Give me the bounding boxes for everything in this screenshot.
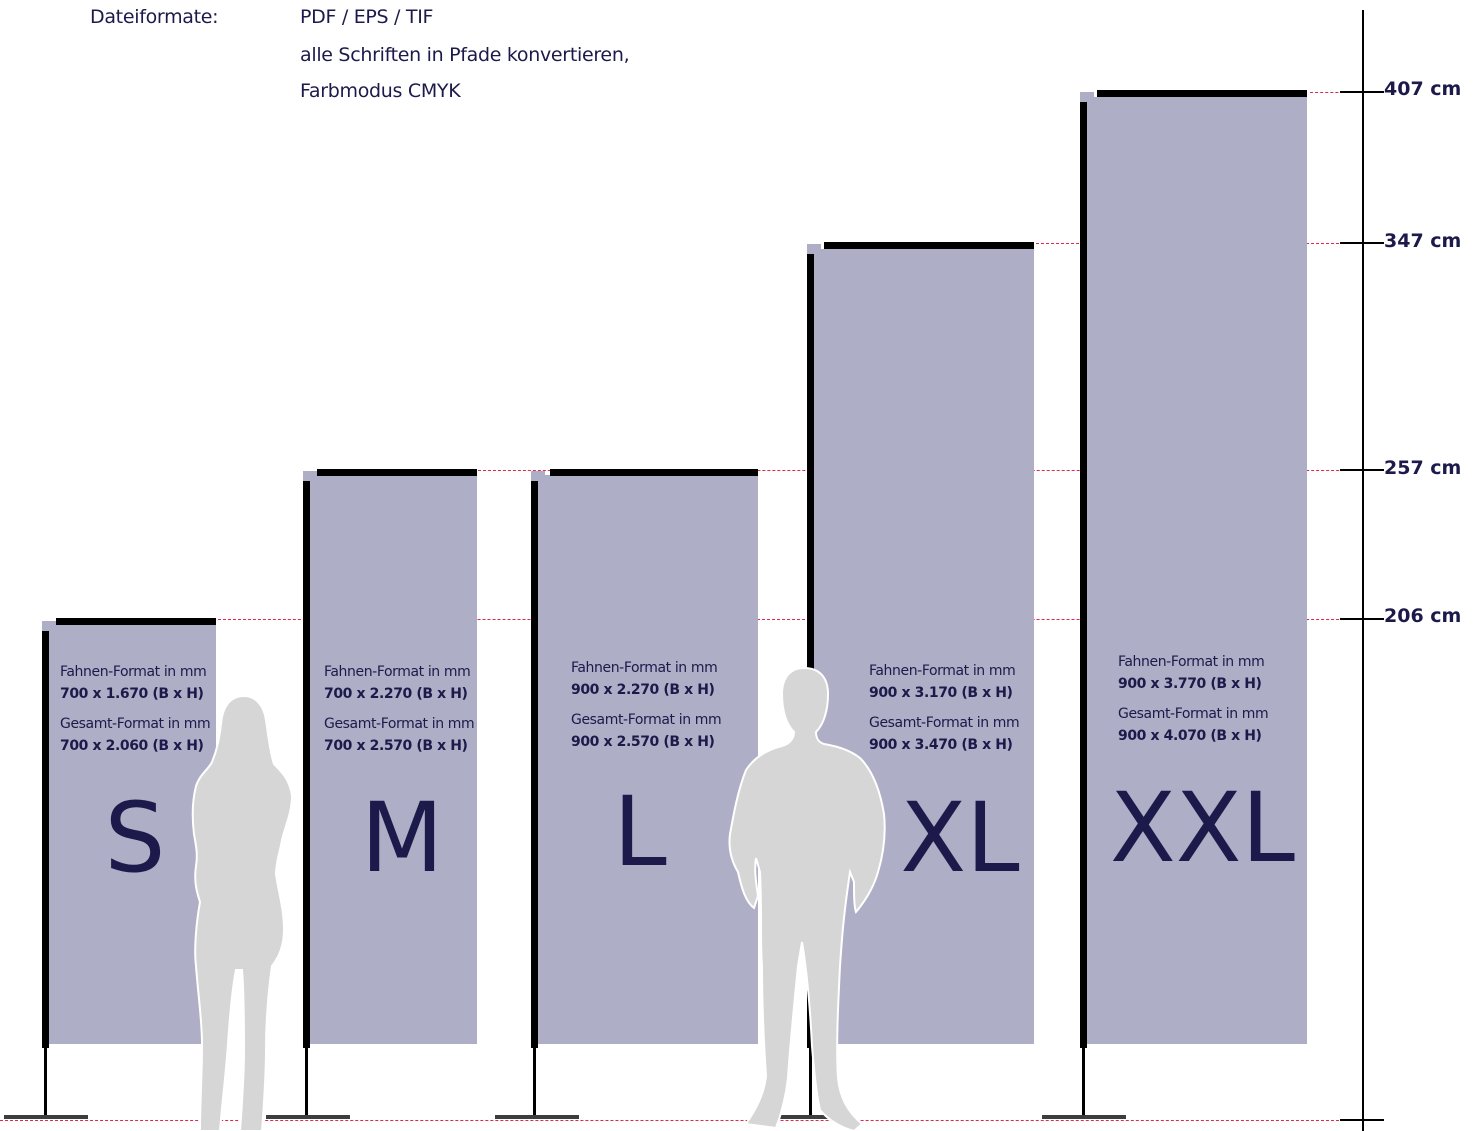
scale-tick-347	[1340, 242, 1384, 244]
flag-xxl-top-bar	[1097, 90, 1307, 97]
flag-l-stand	[533, 1046, 536, 1116]
flag-m-total-value: 700 x 2.570 (B x H)	[324, 738, 468, 754]
flag-xxl-pole	[1080, 102, 1087, 1048]
flag-xxl-flag-value: 900 x 3.770 (B x H)	[1118, 676, 1262, 692]
flag-xl-pole-cap	[807, 244, 821, 254]
flag-s-pole	[42, 631, 49, 1048]
flag-xl-total-value: 900 x 3.470 (B x H)	[869, 737, 1013, 753]
height-label-206: 206 cm	[1384, 605, 1462, 627]
flag-m-base	[266, 1115, 350, 1119]
flag-l-banner	[538, 475, 758, 1044]
flag-s-base	[4, 1115, 88, 1119]
flag-m-flag-value: 700 x 2.270 (B x H)	[324, 686, 468, 702]
flag-xxl-total-label: Gesamt-Format in mm	[1118, 706, 1269, 722]
flag-l-total-label: Gesamt-Format in mm	[571, 712, 722, 728]
flag-xxl-flag-label: Fahnen-Format in mm	[1118, 654, 1265, 670]
flag-s-flag-value: 700 x 1.670 (B x H)	[60, 686, 204, 702]
flag-m-stand	[305, 1046, 308, 1116]
flag-s-pole-cap	[42, 621, 56, 631]
height-label-257: 257 cm	[1384, 457, 1462, 479]
flag-xxl-stand	[1082, 1046, 1085, 1116]
flag-xl-base	[770, 1115, 854, 1119]
flag-xxl-total-value: 900 x 4.070 (B x H)	[1118, 728, 1262, 744]
flag-s-stand	[44, 1046, 47, 1116]
file-formats-line-2: alle Schriften in Pfade konvertieren,	[300, 44, 630, 66]
flag-l-flag-value: 900 x 2.270 (B x H)	[571, 682, 715, 698]
file-formats-line-3: Farbmodus CMYK	[300, 80, 461, 102]
woman-silhouette-icon	[191, 694, 294, 1131]
flag-s-banner	[49, 625, 216, 1044]
flag-m-size-letter: M	[360, 782, 444, 894]
flag-s-specs: Fahnen-Format in mm 700 x 1.670 (B x H) …	[60, 661, 211, 765]
flag-l-flag-label: Fahnen-Format in mm	[571, 660, 718, 676]
flag-m-top-bar	[317, 469, 477, 476]
man-silhouette-icon	[728, 666, 886, 1131]
ground-line	[0, 1120, 1384, 1121]
flag-xl-specs: Fahnen-Format in mm 900 x 3.170 (B x H) …	[869, 660, 1020, 764]
scale-tick-206	[1340, 618, 1384, 620]
flag-xl-flag-label: Fahnen-Format in mm	[869, 663, 1016, 679]
flag-l-specs: Fahnen-Format in mm 900 x 2.270 (B x H) …	[571, 657, 722, 761]
flag-xl-total-label: Gesamt-Format in mm	[869, 715, 1020, 731]
flag-s-size-letter: S	[104, 782, 166, 894]
scale-tick-257	[1340, 469, 1384, 471]
flag-m-flag-label: Fahnen-Format in mm	[324, 664, 471, 680]
flag-l-total-value: 900 x 2.570 (B x H)	[571, 734, 715, 750]
flag-s-total-label: Gesamt-Format in mm	[60, 716, 211, 732]
height-label-347: 347 cm	[1384, 230, 1462, 252]
flag-xxl-specs: Fahnen-Format in mm 900 x 3.770 (B x H) …	[1118, 651, 1269, 755]
flag-s-top-bar	[56, 618, 216, 625]
flag-l-pole	[531, 481, 538, 1048]
flag-xl-top-bar	[824, 242, 1034, 249]
flag-xxl-pole-cap	[1080, 92, 1094, 102]
flag-m-pole-cap	[303, 471, 317, 481]
flag-l-size-letter: L	[613, 776, 667, 888]
flag-l-top-bar	[550, 469, 758, 476]
flag-xl-banner	[814, 249, 1034, 1044]
flag-xl-flag-value: 900 x 3.170 (B x H)	[869, 685, 1013, 701]
flag-xl-stand	[809, 1046, 812, 1116]
scale-tick-407	[1340, 91, 1384, 93]
flag-xl-size-letter: XL	[900, 782, 1020, 894]
height-label-407: 407 cm	[1384, 78, 1462, 100]
flag-l-pole-cap	[531, 471, 545, 481]
scale-bar	[1362, 10, 1364, 1131]
file-formats-label: Dateiformate:	[90, 6, 219, 28]
flag-xxl-size-letter: XXL	[1110, 772, 1296, 884]
flag-m-specs: Fahnen-Format in mm 700 x 2.270 (B x H) …	[324, 661, 475, 765]
flag-m-pole	[303, 481, 310, 1048]
height-line-407	[1310, 92, 1384, 93]
scale-tick-ground	[1340, 1119, 1384, 1121]
flag-xl-pole	[807, 254, 814, 1048]
flag-s-flag-label: Fahnen-Format in mm	[60, 664, 207, 680]
flag-xxl-base	[1042, 1115, 1126, 1119]
height-line-206	[218, 619, 1384, 620]
flag-s-total-value: 700 x 2.060 (B x H)	[60, 738, 204, 754]
file-formats-line-1: PDF / EPS / TIF	[300, 6, 434, 28]
flag-xxl-banner	[1087, 97, 1307, 1044]
flag-m-total-label: Gesamt-Format in mm	[324, 716, 475, 732]
flag-l-base	[495, 1115, 579, 1119]
flag-m-banner	[310, 475, 477, 1044]
